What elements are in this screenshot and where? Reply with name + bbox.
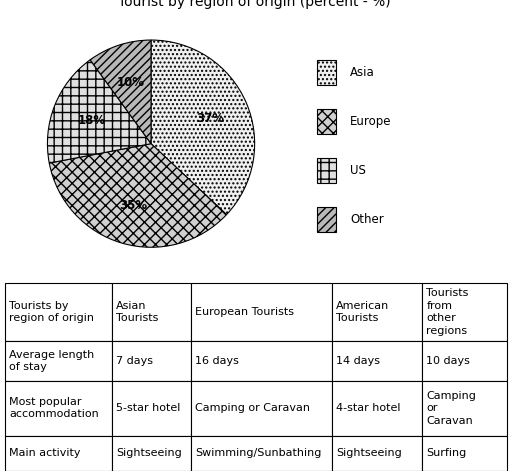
Bar xyxy=(422,283,507,341)
Text: Swimming/Sunbathing: Swimming/Sunbathing xyxy=(195,448,322,458)
Title: Tourist by region of origin (percent - %): Tourist by region of origin (percent - %… xyxy=(118,0,391,9)
Text: Tourists
from
other
regions: Tourists from other regions xyxy=(426,288,468,336)
Text: Most popular
accommodation: Most popular accommodation xyxy=(9,397,99,419)
Bar xyxy=(112,381,191,436)
Text: Tourists by
region of origin: Tourists by region of origin xyxy=(9,301,94,323)
Text: 5-star hotel: 5-star hotel xyxy=(116,403,181,413)
Text: Sightseeing: Sightseeing xyxy=(116,448,182,458)
Bar xyxy=(332,381,422,436)
Bar xyxy=(5,436,112,471)
Text: 10 days: 10 days xyxy=(426,356,470,366)
Wedge shape xyxy=(90,40,151,144)
Text: Camping
or
Caravan: Camping or Caravan xyxy=(426,391,476,426)
Bar xyxy=(422,341,507,381)
Text: Camping or Caravan: Camping or Caravan xyxy=(195,403,310,413)
Bar xyxy=(422,436,507,471)
Bar xyxy=(422,381,507,436)
Bar xyxy=(191,283,332,341)
Bar xyxy=(332,283,422,341)
Text: American
Tourists: American Tourists xyxy=(336,301,389,323)
Text: 37%: 37% xyxy=(196,112,224,125)
Bar xyxy=(112,341,191,381)
Bar xyxy=(332,341,422,381)
Text: European Tourists: European Tourists xyxy=(195,307,294,317)
Bar xyxy=(191,381,332,436)
Bar xyxy=(5,341,112,381)
Bar xyxy=(5,283,112,341)
Text: 10%: 10% xyxy=(117,76,145,89)
Bar xyxy=(317,207,336,232)
Text: Asian
Tourists: Asian Tourists xyxy=(116,301,159,323)
Text: Sightseeing: Sightseeing xyxy=(336,448,402,458)
Wedge shape xyxy=(48,60,151,163)
Text: US: US xyxy=(350,164,366,177)
Bar xyxy=(112,436,191,471)
Bar xyxy=(317,109,336,134)
Wedge shape xyxy=(151,40,254,215)
Text: 4-star hotel: 4-star hotel xyxy=(336,403,400,413)
Bar xyxy=(317,60,336,85)
Text: 14 days: 14 days xyxy=(336,356,380,366)
Wedge shape xyxy=(49,144,227,247)
Bar xyxy=(112,283,191,341)
Text: 18%: 18% xyxy=(77,114,105,127)
Text: Average length
of stay: Average length of stay xyxy=(9,350,94,372)
Text: Surfing: Surfing xyxy=(426,448,466,458)
Bar xyxy=(332,436,422,471)
Text: Main activity: Main activity xyxy=(9,448,80,458)
Bar xyxy=(5,381,112,436)
Bar xyxy=(191,341,332,381)
Bar xyxy=(191,436,332,471)
Text: Europe: Europe xyxy=(350,115,392,128)
Text: 7 days: 7 days xyxy=(116,356,153,366)
Text: 35%: 35% xyxy=(119,199,147,212)
Text: Other: Other xyxy=(350,213,384,226)
Text: 16 days: 16 days xyxy=(195,356,239,366)
Bar xyxy=(317,158,336,183)
Text: Asia: Asia xyxy=(350,66,375,79)
